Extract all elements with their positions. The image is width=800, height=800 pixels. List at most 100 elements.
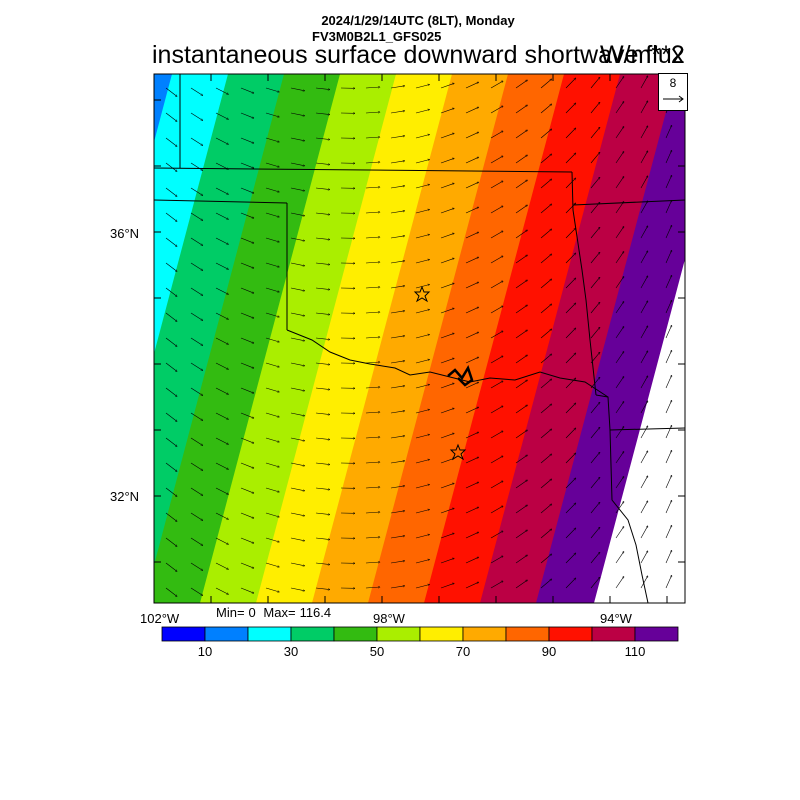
wind-arrow xyxy=(165,162,177,172)
wind-arrow xyxy=(615,301,624,314)
wind-arrow xyxy=(490,531,503,539)
wind-arrow xyxy=(465,157,479,164)
wind-arrow xyxy=(590,127,600,139)
wind-arrow xyxy=(265,462,279,467)
wind-arrow xyxy=(315,412,330,415)
wind-arrow xyxy=(190,237,203,246)
wind-arrow xyxy=(540,354,552,364)
wind-arrow xyxy=(640,76,648,89)
wind-arrow xyxy=(465,232,479,239)
wind-arrow xyxy=(165,112,177,122)
wind-arrow xyxy=(515,530,528,539)
wind-arrow xyxy=(440,158,454,164)
wind-arrow xyxy=(615,201,624,214)
wind-arrow xyxy=(540,579,552,589)
wind-arrow xyxy=(640,151,648,164)
wind-arrow xyxy=(240,537,254,543)
wind-arrow xyxy=(665,425,672,439)
wind-arrow xyxy=(240,262,254,268)
wind-arrow xyxy=(415,135,430,139)
wind-arrow xyxy=(290,287,305,291)
wind-arrow xyxy=(315,462,330,465)
wind-arrow xyxy=(440,458,454,464)
wind-arrow xyxy=(415,385,430,389)
wind-arrow xyxy=(490,431,503,439)
wind-arrow xyxy=(665,575,672,589)
wind-arrow xyxy=(415,85,430,89)
wind-arrow xyxy=(265,362,279,367)
wind-arrow xyxy=(290,487,305,491)
wind-arrow xyxy=(365,462,380,463)
wind-arrow xyxy=(215,312,229,319)
wind-arrow xyxy=(215,262,229,269)
station-star-dallas xyxy=(449,443,467,461)
wind-arrow xyxy=(165,337,177,347)
wind-arrow xyxy=(515,430,528,439)
wind-arrow xyxy=(540,129,552,139)
wind-arrow xyxy=(265,237,279,242)
wind-arrow xyxy=(215,212,229,219)
wind-arrow xyxy=(665,475,672,489)
wind-arrow xyxy=(215,587,229,594)
wind-arrow xyxy=(490,106,503,114)
wind-arrow xyxy=(215,287,229,294)
wind-arrow xyxy=(390,186,405,189)
wind-arrow xyxy=(290,262,305,266)
wind-arrow xyxy=(415,560,430,564)
wind-arrow xyxy=(265,137,279,142)
wind-arrow xyxy=(215,337,229,344)
wind-arrow xyxy=(615,276,624,289)
wind-arrow xyxy=(390,336,405,339)
wind-arrow xyxy=(665,550,672,564)
wind-arrow xyxy=(365,387,380,388)
wind-arrow xyxy=(415,185,430,189)
wind-arrow xyxy=(440,308,454,314)
wind-arrow xyxy=(490,256,503,264)
wind-arrow xyxy=(240,112,254,118)
wind-arrow xyxy=(240,412,254,418)
wind-arrow xyxy=(515,130,528,139)
wind-arrow xyxy=(590,252,600,264)
wind-arrow xyxy=(540,379,552,389)
wind-arrow xyxy=(565,553,576,564)
wind-arrow xyxy=(365,237,380,238)
wind-arrow xyxy=(465,282,479,289)
wind-arrow xyxy=(465,307,479,314)
wind-arrow xyxy=(165,412,177,422)
wind-arrow xyxy=(490,206,503,214)
wind-arrow xyxy=(240,287,254,293)
wind-arrow xyxy=(590,327,600,339)
wind-arrow xyxy=(640,301,648,314)
wind-arrow xyxy=(590,77,600,89)
wind-arrow xyxy=(240,562,254,568)
wind-arrow xyxy=(415,235,430,239)
wind-arrow xyxy=(640,126,648,139)
wind-arrow xyxy=(590,277,600,289)
reference-arrow-icon xyxy=(663,95,684,103)
lon-label-98w: 98°W xyxy=(373,611,405,626)
wind-arrow xyxy=(490,131,503,139)
arkansas-louisiana-border xyxy=(595,394,649,603)
field-band xyxy=(154,74,174,150)
wind-arrow xyxy=(415,160,430,164)
lake-texoma xyxy=(447,365,474,387)
wind-arrow xyxy=(290,162,305,166)
wind-arrow xyxy=(665,300,672,314)
wind-arrow xyxy=(390,561,405,564)
wind-arrow xyxy=(565,578,576,589)
wind-arrow xyxy=(290,312,305,316)
oklahoma-east-border xyxy=(571,171,597,396)
wind-arrow xyxy=(165,187,177,197)
wind-arrow xyxy=(590,477,600,489)
wind-arrow xyxy=(465,532,479,539)
wind-arrow xyxy=(240,187,254,193)
wind-arrow xyxy=(390,136,405,139)
wind-arrow xyxy=(590,427,600,439)
station-markers xyxy=(413,285,467,461)
wind-arrow xyxy=(190,562,203,571)
wind-arrow xyxy=(215,137,229,144)
wind-arrow xyxy=(390,111,405,114)
wind-arrow xyxy=(590,102,600,114)
wind-arrow xyxy=(240,587,254,593)
wind-arrow xyxy=(515,255,528,264)
